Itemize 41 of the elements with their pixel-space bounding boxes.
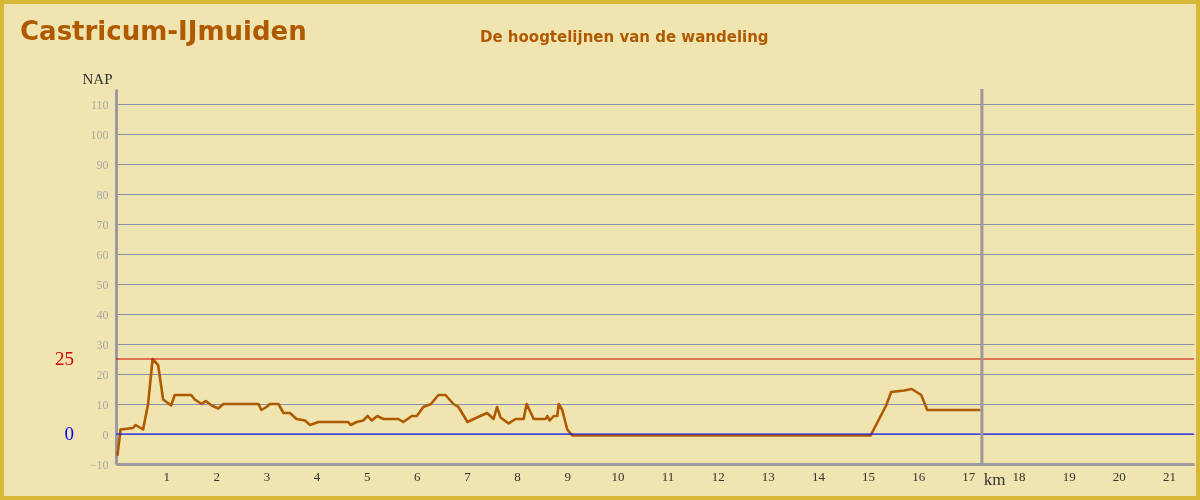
- y-tick-label: 100: [90, 127, 109, 142]
- x-tick-label: 4: [313, 468, 321, 484]
- x-tick-label: 21: [1162, 468, 1176, 484]
- x-tick-label: 6: [414, 468, 422, 484]
- x-axis-title: km: [983, 469, 1006, 489]
- x-tick-label: 18: [1012, 468, 1026, 484]
- y-tick-label: 110: [90, 97, 109, 112]
- x-tick-label: 1: [163, 468, 170, 484]
- x-tick-label: 3: [263, 468, 271, 484]
- x-tick-label: 10: [611, 468, 625, 484]
- y-tick-label: 50: [96, 277, 109, 292]
- y-axis-title: NAP: [82, 70, 113, 87]
- y-tick-label: 30: [96, 337, 109, 352]
- x-tick-label: 5: [363, 468, 371, 484]
- x-tick-label: 20: [1112, 468, 1126, 484]
- x-tick-label: 2: [213, 468, 221, 484]
- x-tick-label: 11: [661, 468, 675, 484]
- x-tick-label: 17: [962, 468, 976, 484]
- y-tick-label: 40: [96, 307, 109, 322]
- y-tick-label: 80: [96, 187, 109, 202]
- x-tick-label: 12: [711, 468, 725, 484]
- x-tick-label: 8: [514, 468, 521, 484]
- chart-title: Castricum-IJmuiden: [20, 16, 307, 46]
- y-tick-label: −10: [89, 457, 109, 472]
- x-tick-label: 13: [761, 468, 775, 484]
- x-tick-label: 16: [912, 468, 926, 484]
- x-tick-label: 14: [811, 468, 826, 484]
- x-tick-label: 15: [862, 468, 876, 484]
- y-tick-label: 20: [96, 367, 109, 382]
- x-tick-label: 7: [464, 468, 472, 484]
- x-tick-label: 9: [564, 468, 572, 484]
- x-tick-label: 19: [1062, 468, 1076, 484]
- y-tick-label: 70: [96, 217, 109, 232]
- ref-line-label: 0: [64, 423, 74, 444]
- chart-subtitle: De hoogtelijnen van de wandeling: [480, 28, 769, 46]
- ref-line-label: 25: [55, 348, 74, 369]
- y-tick-label: 10: [96, 397, 109, 412]
- line-series: [116, 357, 981, 457]
- y-tick-label: 90: [96, 157, 109, 172]
- y-tick-label: 60: [96, 247, 109, 262]
- y-tick-label: 0: [102, 427, 109, 442]
